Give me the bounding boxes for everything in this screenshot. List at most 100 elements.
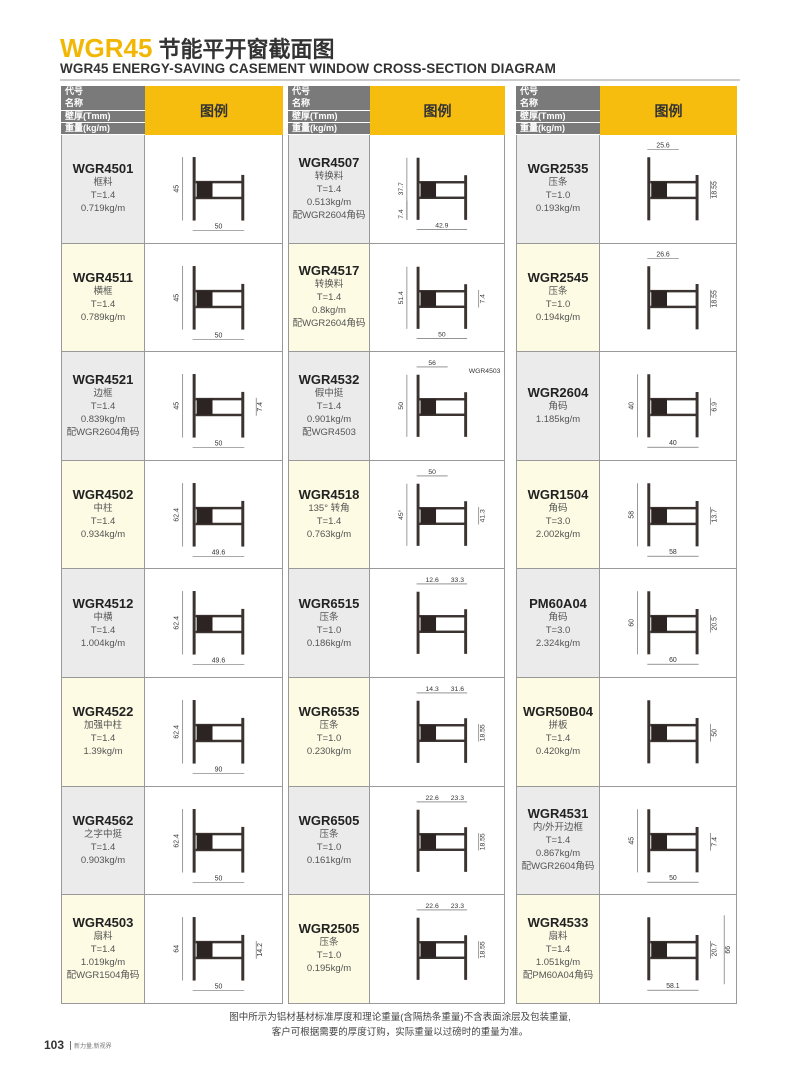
dimension-label: 50	[711, 729, 718, 737]
profile-code: WGR6515	[298, 595, 360, 611]
profile-name: 角码	[548, 503, 568, 515]
profile-name: 压条	[319, 937, 339, 949]
profile-code: WGR4501	[72, 161, 134, 177]
profile-name: 转换料	[314, 170, 344, 182]
wall-thickness: T=1.4	[316, 292, 342, 304]
profile-drawing: 45 50 7.4	[145, 352, 283, 461]
dimension: 45	[629, 808, 638, 872]
profile-shape	[192, 591, 245, 655]
dimension: 58.1	[647, 983, 699, 991]
cross-section-svg: 51.4 50 7.4	[398, 266, 487, 339]
dimension-label: 31.6	[451, 686, 464, 693]
cross-section-svg: 64 50 14.2	[174, 917, 264, 991]
thermal-break-strip	[651, 290, 668, 307]
thermal-break-strip	[420, 181, 437, 198]
unit-weight: 1.019kg/m	[80, 956, 126, 968]
thermal-break-strip	[651, 616, 668, 633]
profile-shape	[647, 483, 699, 547]
page-number: 103	[44, 1038, 65, 1052]
unit-weight: 0.867kg/m	[535, 848, 581, 860]
thermal-break-strip	[196, 507, 213, 524]
wall-thickness: T=1.4	[90, 516, 116, 528]
dimension-label: 7.4	[711, 836, 718, 846]
wall-thickness: T=1.4	[316, 183, 342, 195]
accessory-note: 配WGR4503	[302, 426, 356, 438]
dimension-label: 20.7	[711, 943, 718, 957]
profile-shape	[647, 157, 699, 221]
unit-weight: 1.004kg/m	[80, 637, 126, 649]
profile-code: WGR4517	[298, 263, 360, 279]
profile-code: WGR4502	[72, 487, 134, 503]
unit-weight: 0.420kg/m	[535, 746, 581, 758]
profile-drawing: 12.6 33.3	[370, 569, 505, 678]
dimension-label: 49.6	[212, 658, 226, 665]
dimension: 50	[416, 469, 448, 477]
dimension-label: 56	[428, 360, 436, 367]
profile-info: WGR1504 角码 T=3.0 2.002kg/m	[516, 460, 600, 570]
dimension: 56	[416, 360, 448, 368]
dimension: 13.7	[710, 506, 718, 525]
dimension: 7.4	[255, 398, 264, 416]
unit-weight: 1.051kg/m	[535, 956, 581, 968]
cross-section-svg: 62.4 49.6	[174, 591, 245, 666]
dimension-label: 37.7	[398, 182, 405, 195]
thermal-break-strip	[196, 616, 213, 633]
unit-weight: 0.230kg/m	[306, 746, 352, 758]
profile-name: 拼板	[548, 720, 568, 732]
dimension-label: 14.2	[257, 943, 264, 957]
dimension: 12.6	[416, 577, 448, 585]
dimension: 50	[647, 875, 699, 883]
unit-weight: 0.763kg/m	[306, 529, 352, 541]
dimension: 50	[416, 331, 468, 339]
dimension: 66	[723, 915, 732, 985]
profile-info: WGR4531 内/外开边框 T=1.4 0.867kg/m 配WGR2604角码	[516, 786, 600, 896]
accessory-note: 配WGR2604角码	[66, 426, 140, 438]
profile-info: WGR4502 中柱 T=1.4 0.934kg/m	[61, 460, 145, 570]
thermal-break-strip	[196, 181, 213, 198]
header-label: 壁厚(Tmm)	[61, 110, 145, 123]
wall-thickness: T=1.0	[545, 298, 571, 310]
profile-info: WGR2535 压条 T=1.0 0.193kg/m	[516, 135, 600, 244]
profile-drawing: 50	[600, 678, 737, 787]
dimension-label: 45	[629, 836, 636, 844]
dimension: 45	[174, 265, 184, 330]
title-en: WGR45	[60, 33, 153, 63]
dimension-label: 7.4	[480, 293, 487, 303]
profile-shape	[647, 591, 699, 655]
header-label: 名称	[516, 98, 600, 110]
profile-shape	[192, 808, 245, 873]
dimension: 25.6	[647, 142, 679, 150]
dimension-label: 62.4	[174, 616, 181, 630]
dimension: 14.3	[416, 686, 448, 694]
profile-drawing: 14.3 31.6 18.55	[370, 678, 505, 787]
unit-weight: 0.934kg/m	[80, 529, 126, 541]
dimension-label: 6.9	[711, 402, 718, 412]
profile-info: WGR4517 转换料 T=1.4 0.8kg/m 配WGR2604角码	[288, 243, 370, 353]
dimension: 49.6	[192, 658, 245, 666]
profile-shape	[647, 265, 699, 329]
wall-thickness: T=3.0	[545, 624, 571, 636]
dimension-label: 18.55	[711, 290, 718, 307]
profile-name: 边框	[93, 387, 113, 399]
cross-section-svg: 22.6 23.3 18.55	[416, 903, 487, 981]
dimension: 18.55	[710, 180, 718, 199]
note-line-1: 图中所示为铝材基材标准厚度和理论重量(含隔热条重量)不含表面涂层及包装重量,	[229, 1012, 571, 1023]
profile-drawing: 37.7 42.9 7.4	[370, 135, 505, 244]
dimension-label: 50	[398, 402, 405, 410]
unit-weight: 0.161kg/m	[306, 854, 352, 866]
cross-section-svg: 62.4 49.6	[174, 482, 245, 557]
dimension: 58	[647, 549, 699, 557]
profile-drawing: 62.4 49.6	[145, 460, 283, 570]
profile-name: 压条	[319, 720, 339, 732]
dimension-label: 62.4	[174, 725, 181, 739]
profile-code: WGR2535	[527, 161, 589, 177]
dimension: 6.9	[710, 398, 718, 416]
cross-section-svg: 50	[647, 700, 718, 764]
dimension-label: 42.9	[435, 223, 448, 230]
profile-code: WGR4512	[72, 595, 134, 611]
dimension-label: 18.55	[711, 181, 718, 198]
dimension-label: 50	[215, 984, 223, 991]
profile-drawing: 62.4 50	[145, 786, 283, 896]
dimension-label: 58	[669, 549, 677, 556]
